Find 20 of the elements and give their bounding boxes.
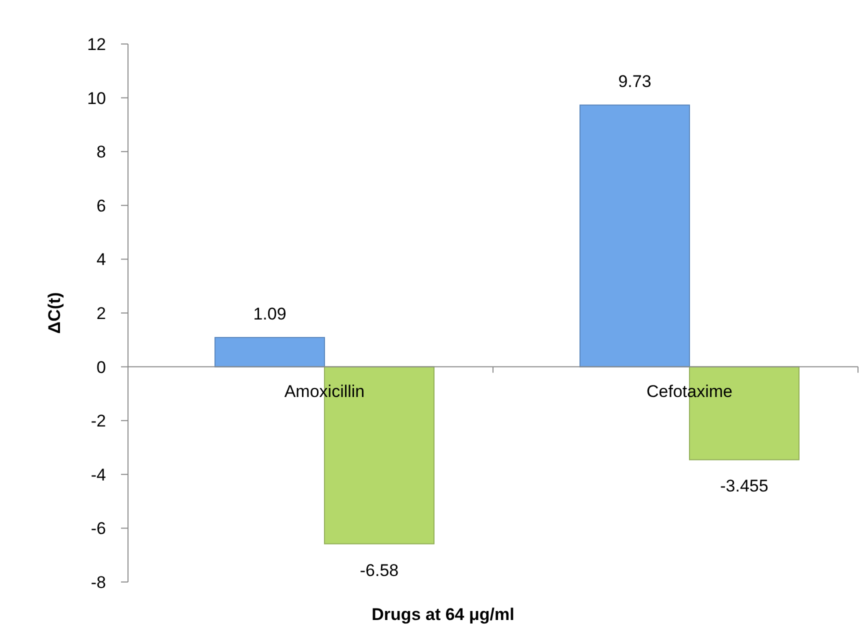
y-tick-label: 0 <box>96 358 106 377</box>
bar <box>580 104 690 368</box>
y-tick-label: -4 <box>90 465 106 484</box>
bar <box>214 336 325 368</box>
y-tick-label: 6 <box>96 196 106 216</box>
data-label: -3.455 <box>720 476 768 496</box>
data-label: -6.58 <box>360 560 399 580</box>
y-tick-label: -8 <box>90 572 106 592</box>
data-label: 1.09 <box>253 304 286 324</box>
x-axis-title: Drugs at 64 μg/ml <box>372 605 514 624</box>
y-tick-label: 10 <box>87 88 106 108</box>
y-tick-label: -2 <box>90 412 106 431</box>
data-label: 9.73 <box>618 72 652 92</box>
y-tick-label: 4 <box>96 250 106 270</box>
y-axis-title: ΔC(t) <box>45 292 64 334</box>
y-tick-label: 2 <box>96 304 106 323</box>
y-tick-label: -6 <box>90 519 106 538</box>
x-tick-label: Amoxicillin <box>284 382 365 401</box>
y-tick-label: 8 <box>96 142 106 162</box>
y-tick-label: 12 <box>87 34 106 54</box>
